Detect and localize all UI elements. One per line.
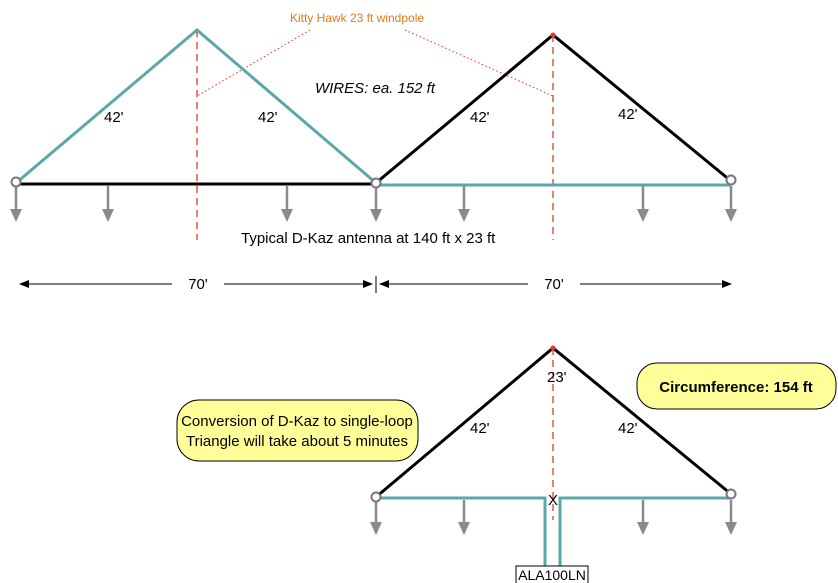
balun-box <box>515 565 589 583</box>
top-caption: Typical D-Kaz antenna at 140 ft x 23 ft <box>241 230 496 247</box>
circumference-label: Circumference: 154 ft <box>659 379 812 396</box>
dim-left-label: 70' <box>188 276 208 293</box>
right-tri-left-leg-label: 42' <box>470 109 490 126</box>
loop-apex-marker <box>550 345 556 351</box>
loop-left-leg-label: 42' <box>470 420 490 437</box>
right-end-node <box>725 174 737 186</box>
conversion-note-callout <box>176 399 419 462</box>
pole-label-pointer-left <box>196 29 311 97</box>
left-end-node <box>10 176 22 188</box>
loop-height-label: 23' <box>547 369 567 386</box>
dimension-line: 70' 70' <box>19 276 732 293</box>
loop-left-node <box>370 491 382 503</box>
balun-label: ALA100LN <box>518 567 586 583</box>
top-d-kaz-diagram: Kitty Hawk 23 ft windpole WIRES: ea. 152… <box>10 11 737 247</box>
circumference-callout <box>636 362 837 410</box>
right-apex-marker <box>550 32 556 38</box>
loop-base-right <box>558 496 731 568</box>
pole-label: Kitty Hawk 23 ft windpole <box>290 11 424 25</box>
pole-label-pointer-right <box>404 29 554 97</box>
feed-point-marker: X <box>548 492 558 509</box>
center-node <box>370 177 382 189</box>
wires-label: WIRES: ea. 152 ft <box>315 80 436 97</box>
loop-right-node <box>725 488 737 500</box>
left-triangle-wire <box>15 28 377 185</box>
loop-base-left <box>376 496 547 568</box>
conversion-note-line1: Conversion of D-Kaz to single-loop <box>181 413 413 430</box>
left-tri-left-leg-label: 42' <box>104 109 124 126</box>
right-tri-right-leg-label: 42' <box>618 106 638 123</box>
dim-right-label: 70' <box>544 276 564 293</box>
top-ground-arrows <box>10 186 737 222</box>
left-tri-right-leg-label: 42' <box>258 109 278 126</box>
conversion-note-line2: Triangle will take about 5 minutes <box>186 433 408 450</box>
bottom-ground-arrows <box>370 500 737 535</box>
bottom-loop-diagram: 23' 42' 42' X ALA100LN Conversion of D-K… <box>176 345 837 583</box>
loop-right-leg-label: 42' <box>618 420 638 437</box>
